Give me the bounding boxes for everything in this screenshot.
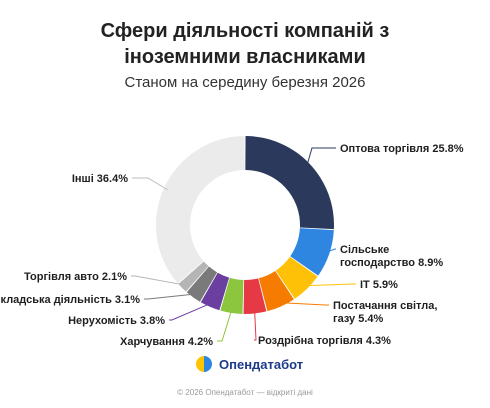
leader-line-7	[144, 293, 196, 300]
slice-label-9: Інші 36.4%	[72, 173, 128, 185]
donut-slice-9	[156, 136, 245, 284]
leader-line-1	[325, 248, 336, 254]
opendatabot-logo-icon	[196, 356, 212, 372]
donut-slice-3	[258, 270, 294, 312]
slice-label-1: Сільське господарство 8.9%	[340, 244, 443, 269]
slice-label-2: ІТ 5.9%	[360, 279, 398, 291]
leader-line-6	[169, 302, 212, 321]
donut-slice-8	[178, 261, 209, 292]
slice-label-6: Нерухомість 3.8%	[68, 315, 165, 327]
slice-label-7: Складська діяльність 3.1%	[0, 294, 140, 306]
donut-slice-2	[275, 256, 318, 299]
leader-line-0	[306, 147, 336, 167]
donut-slice-5	[220, 277, 244, 314]
chart-title: Сфери діяльності компаній з іноземними в…	[0, 18, 490, 70]
donut-slice-4	[243, 278, 267, 315]
donut-slice-1	[290, 228, 334, 276]
leader-line-4	[254, 309, 257, 341]
chart-subtitle: Станом на середину березня 2026	[124, 74, 366, 91]
slice-label-3: Постачання світла, газу 5.4%	[333, 300, 437, 325]
chart-title-line-1: Сфери діяльності компаній з	[100, 20, 390, 42]
footer-copyright: © 2026 Опендатабот — відкриті дані	[177, 388, 313, 397]
chart-title-line-2: іноземними власниками	[124, 46, 366, 68]
leader-line-8	[131, 275, 185, 286]
slice-label-5: Харчування 4.2%	[120, 336, 213, 348]
leader-line-9	[132, 177, 168, 191]
donut-slice-7	[186, 266, 218, 302]
slice-label-0: Оптова торгівля 25.8%	[340, 143, 464, 155]
donut-slice-0	[245, 136, 334, 230]
leader-line-2	[304, 283, 356, 287]
slice-label-8: Торгівля авто 2.1%	[24, 271, 127, 283]
brand: Опендатабот	[195, 354, 303, 374]
donut-slice-6	[200, 272, 230, 311]
brand-name: Опендатабот	[219, 356, 304, 372]
slice-label-4: Роздрібна торгівля 4.3%	[258, 335, 391, 347]
leader-line-3	[279, 302, 329, 306]
leader-line-5	[217, 308, 233, 342]
